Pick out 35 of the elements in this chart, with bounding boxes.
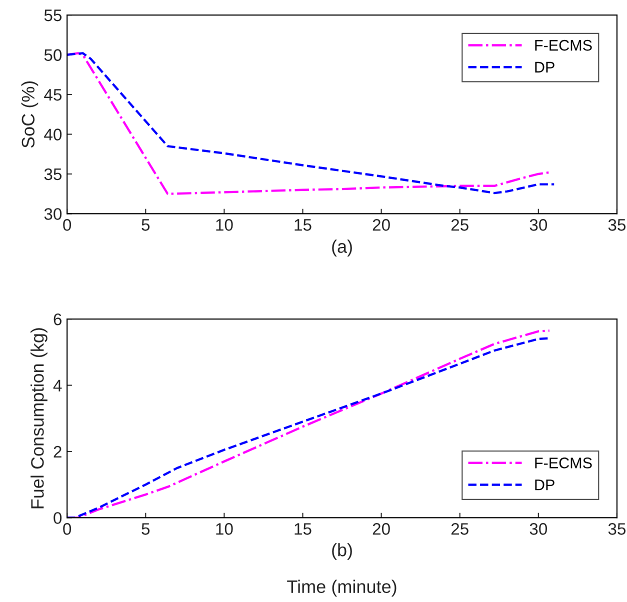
x-tick-label: 0 — [63, 523, 72, 535]
y-tick-label: 35 — [44, 168, 62, 180]
x-tick-label: 35 — [608, 523, 626, 535]
x-tick-label: 10 — [216, 523, 233, 535]
legend-label: DP — [535, 480, 554, 490]
y-tick-label: 40 — [44, 128, 62, 140]
x-tick-label: 15 — [294, 523, 312, 535]
legend-label: F-ECMS — [535, 40, 592, 51]
y-tick-label: 0 — [54, 512, 62, 524]
y-tick-label: 50 — [44, 49, 62, 61]
x-tick-label: 25 — [451, 523, 468, 535]
x-axis-title: (a) — [332, 240, 352, 256]
x-tick-label: 15 — [294, 219, 312, 231]
x-tick-label: 5 — [142, 523, 150, 535]
x-tick-label: 30 — [530, 219, 548, 231]
x-tick-label: 30 — [530, 523, 548, 535]
y-tick-label: 2 — [54, 446, 62, 458]
y-tick-label: 30 — [44, 208, 62, 220]
y-axis-title: Fuel Consumption (kg) — [30, 328, 48, 508]
x-tick-label: 25 — [451, 219, 468, 231]
legend-label: F-ECMS — [535, 458, 592, 468]
legend-label: DP — [535, 62, 554, 72]
x-tick-label: 20 — [372, 523, 390, 535]
x-tick-label: 5 — [142, 219, 150, 231]
x-axis-title: Time (minute) — [287, 580, 396, 597]
x-tick-label: 10 — [216, 219, 233, 231]
y-tick-label: 45 — [44, 89, 62, 101]
y-tick-label: 6 — [54, 313, 62, 326]
x-tick-label: 35 — [608, 219, 626, 231]
x-tick-label: 0 — [63, 219, 72, 231]
x-tick-label: 20 — [372, 219, 390, 231]
y-axis-title: SoC (%) — [21, 81, 38, 148]
text: (b) — [332, 543, 352, 560]
y-tick-label: 55 — [44, 10, 62, 22]
y-tick-label: 4 — [53, 380, 62, 392]
